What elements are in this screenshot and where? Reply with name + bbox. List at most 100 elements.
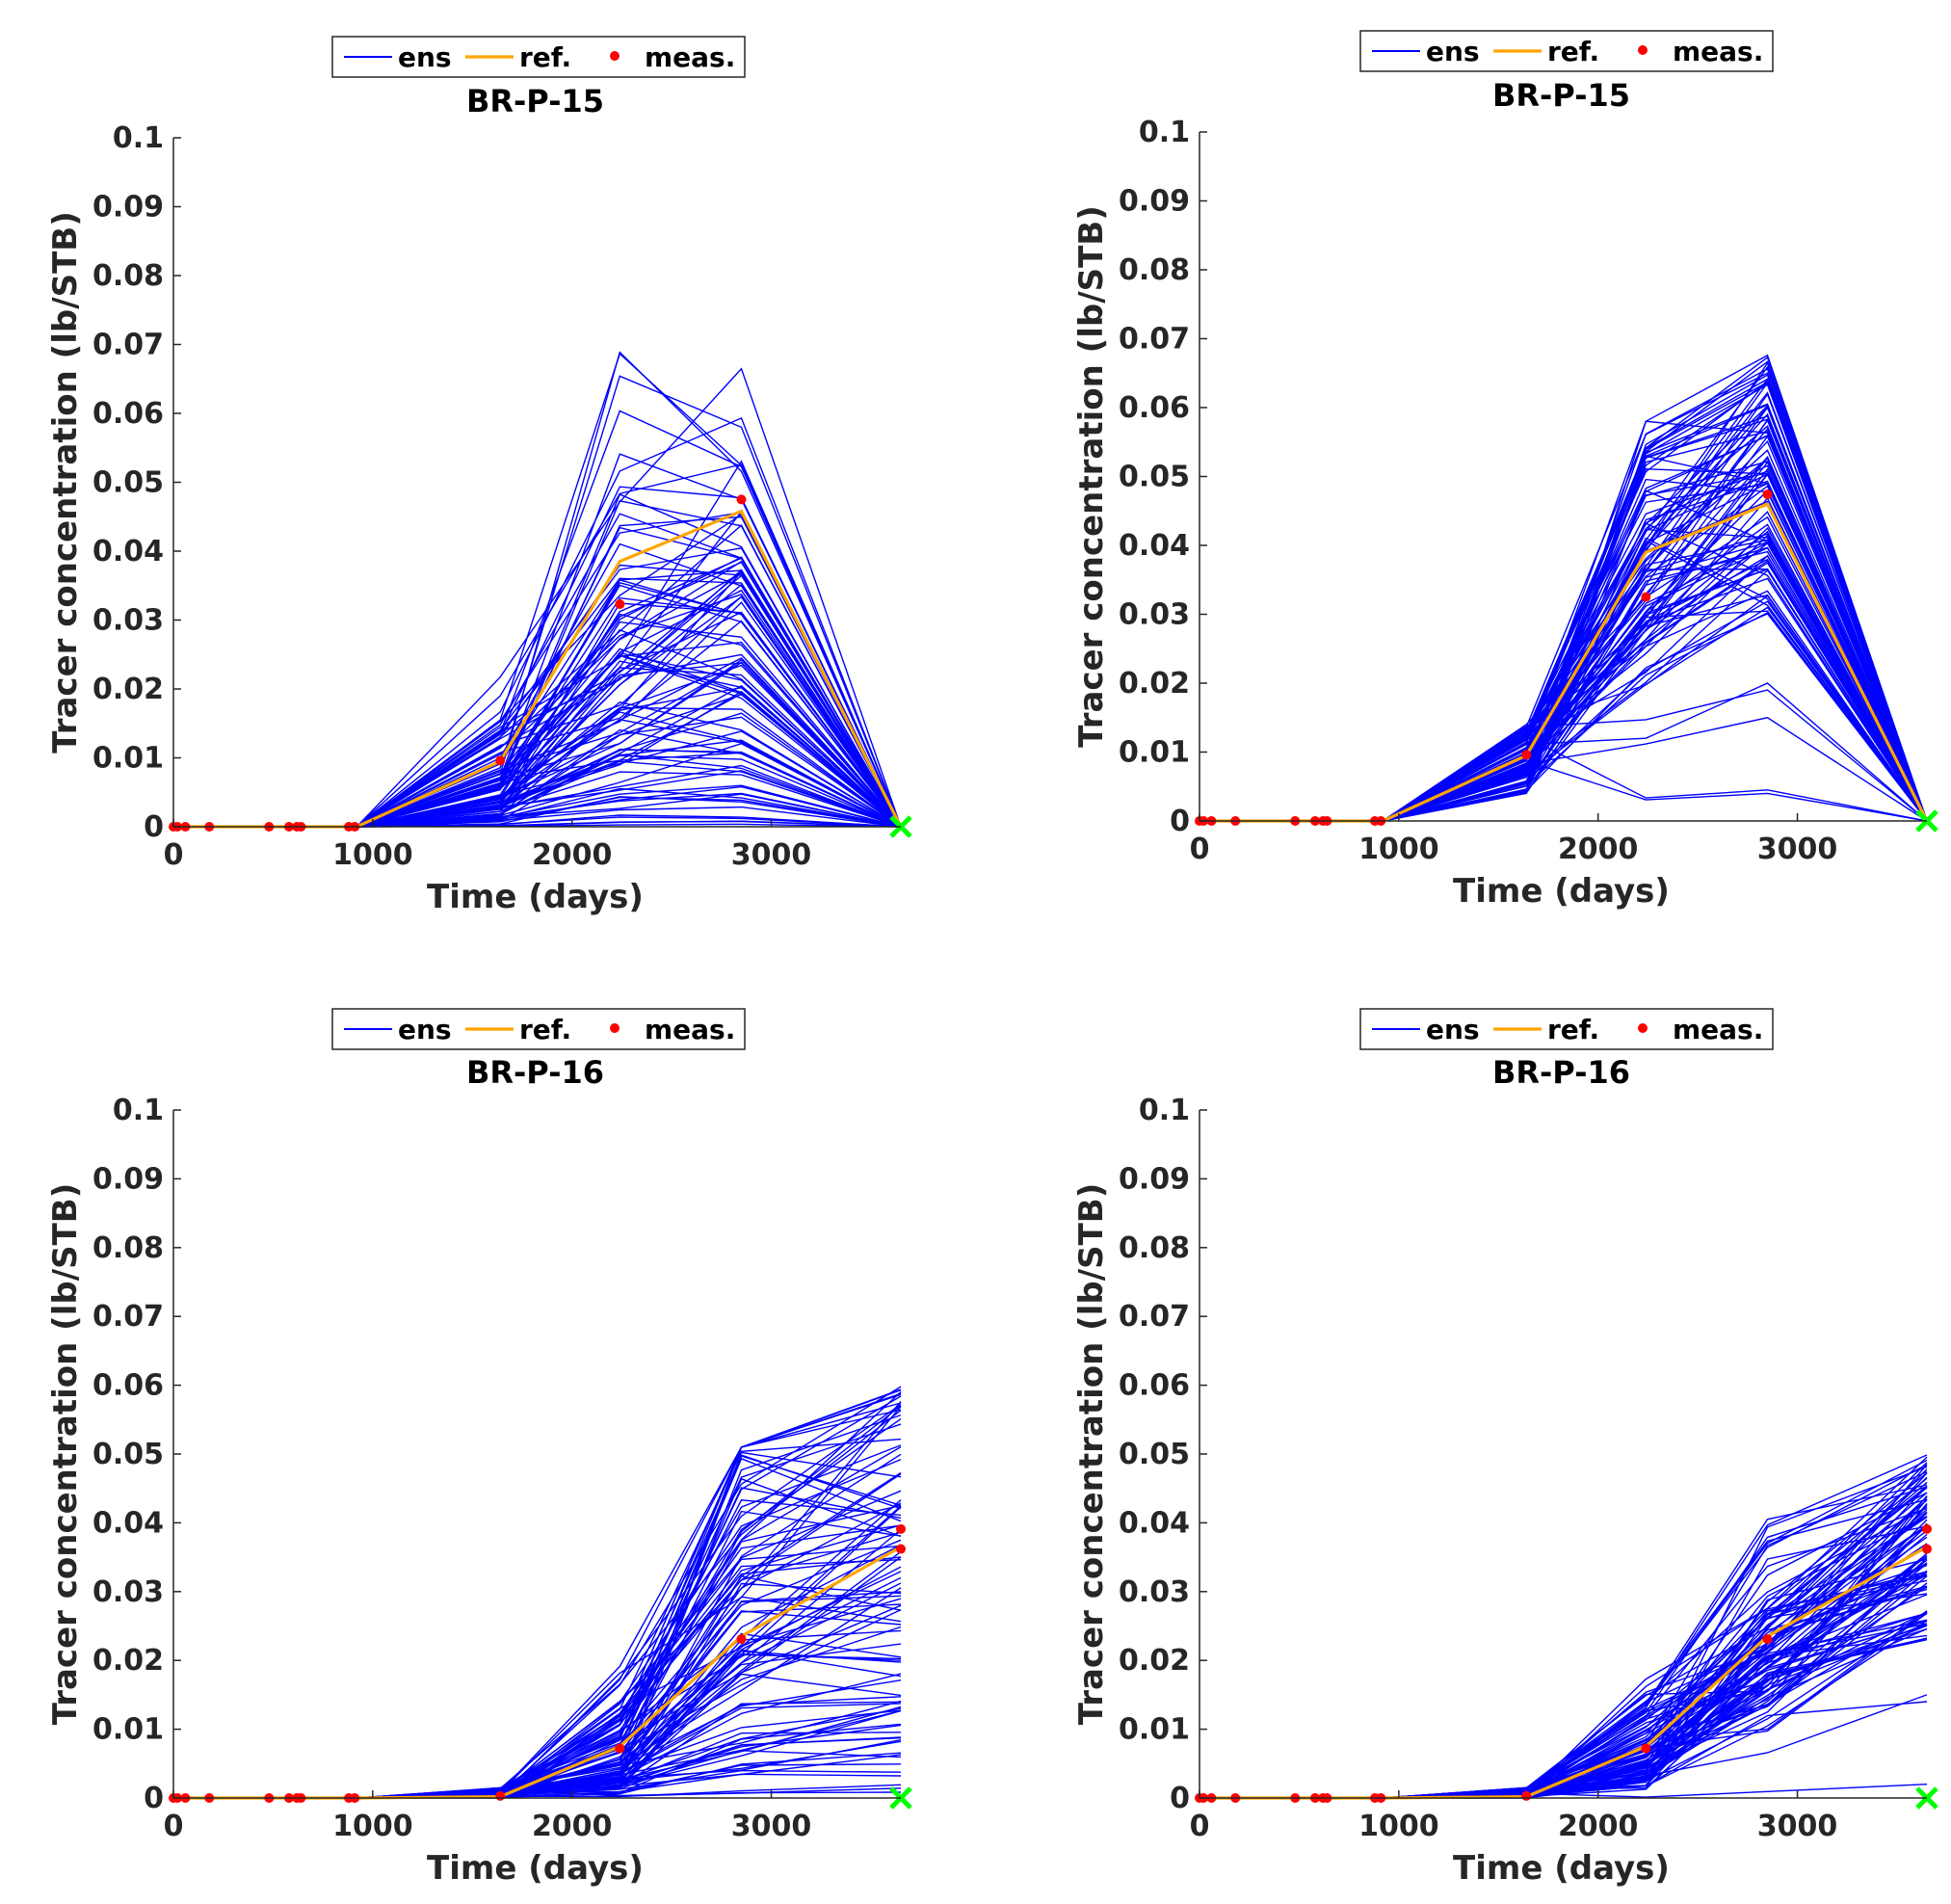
legend-ref-label: ref. <box>1547 1014 1599 1045</box>
legend-ref-label: ref. <box>519 1014 571 1045</box>
legend-ens-label: ens <box>398 1014 452 1045</box>
ensemble-line <box>1200 1512 1928 1799</box>
x-axis-label: Time (days) <box>427 1849 644 1888</box>
y-axis-label: Tracer concentration (lb/STB) <box>1072 205 1111 747</box>
measurement-point <box>1641 592 1651 602</box>
measurement-point <box>1922 1544 1932 1554</box>
x-tick-label: 3000 <box>1757 833 1838 866</box>
y-tick-label: 0.08 <box>92 259 164 293</box>
y-tick-label: 0.05 <box>1119 1438 1190 1471</box>
y-tick-label: 0.02 <box>92 673 164 706</box>
legend-meas-label: meas. <box>1673 1014 1763 1045</box>
y-tick-label: 0.1 <box>113 121 164 155</box>
y-tick-label: 0.05 <box>1119 461 1190 494</box>
y-tick-label: 0.07 <box>1119 1300 1190 1334</box>
y-tick-label: 0.01 <box>1119 1713 1190 1747</box>
ensemble-line <box>173 1457 902 1799</box>
y-tick-label: 0.06 <box>1119 1369 1190 1403</box>
measurement-point <box>736 494 747 505</box>
ensemble-line <box>173 1531 902 1799</box>
x-tick-label: 2000 <box>532 838 613 872</box>
ensemble-lines <box>1200 354 1928 822</box>
y-tick-label: 0.04 <box>92 1506 164 1540</box>
x-tick-label: 3000 <box>1757 1810 1838 1843</box>
y-tick-label: 0.07 <box>92 1300 164 1334</box>
chart-panel-4: 0 0.01 0.02 0.03 0.04 0.05 0.06 0.07 0.08 0.09 0.1… <box>1072 1008 1938 1888</box>
y-tick-label: 0.09 <box>92 1162 164 1196</box>
y-tick-label: 0.01 <box>92 1713 164 1747</box>
measurement-point <box>615 1743 625 1754</box>
y-tick-label: 0.02 <box>1119 1644 1190 1678</box>
y-axis-label: Tracer concentration (lb/STB) <box>46 211 85 753</box>
x-axis-label: Time (days) <box>427 878 644 916</box>
ensemble-line <box>1200 1498 1928 1799</box>
chart-title: BR-P-15 <box>466 83 604 119</box>
measurement-point <box>736 1634 747 1645</box>
y-tick-label: 0.04 <box>1119 1506 1190 1540</box>
y-tick-label: 0.06 <box>1119 391 1190 425</box>
y-tick-label: 0.05 <box>92 466 164 500</box>
chart-title: BR-P-16 <box>466 1054 604 1091</box>
legend-ref-label: ref. <box>519 41 571 73</box>
y-tick-label: 0 <box>1170 1782 1190 1815</box>
y-tick-label: 0.07 <box>92 329 164 362</box>
legend-box <box>331 36 746 78</box>
ensemble-lines <box>173 351 902 828</box>
y-tick-label: 0.1 <box>1139 116 1190 149</box>
legend-meas-swatch <box>610 1023 620 1033</box>
x-tick-label: 0 <box>164 838 184 872</box>
chart-panel-1: 0 0.01 0.02 0.03 0.04 0.05 0.06 0.07 0.08 0.09 0.1… <box>46 36 912 916</box>
y-tick-label: 0.1 <box>1139 1094 1190 1127</box>
x-tick-label: 1000 <box>1358 1810 1439 1843</box>
legend-box <box>1359 30 1774 72</box>
y-tick-label: 0.01 <box>92 742 164 776</box>
legend: ens ref. meas. <box>331 36 746 78</box>
y-tick-label: 0 <box>144 1782 164 1815</box>
y-tick-label: 0.09 <box>1119 1162 1190 1196</box>
x-tick-label: 2000 <box>532 1810 613 1843</box>
x-tick-label: 0 <box>164 1810 184 1843</box>
y-tick-label: 0.08 <box>92 1231 164 1265</box>
ensemble-line <box>173 1528 902 1799</box>
ensemble-line <box>1200 374 1928 822</box>
legend: ens ref. meas. <box>1359 30 1774 72</box>
measurement-point <box>1762 1634 1773 1645</box>
y-tick-label: 0.04 <box>1119 529 1190 563</box>
ensemble-line <box>173 1386 902 1799</box>
x-tick-label: 1000 <box>332 1810 413 1843</box>
measurement-point <box>1521 750 1532 760</box>
y-tick-label: 0.07 <box>1119 323 1190 357</box>
legend-meas-swatch <box>610 51 620 61</box>
y-tick-label: 0.05 <box>92 1438 164 1471</box>
ensemble-lines <box>1200 1454 1928 1799</box>
y-tick-label: 0.03 <box>92 1575 164 1609</box>
measurement-point <box>1641 1743 1651 1754</box>
x-axis-label: Time (days) <box>1453 872 1670 911</box>
x-tick-label: 3000 <box>731 1810 812 1843</box>
legend-ens-label: ens <box>1426 36 1480 67</box>
y-tick-label: 0.03 <box>92 604 164 638</box>
measurement-point <box>615 599 625 610</box>
ensemble-line <box>173 1477 902 1799</box>
y-tick-label: 0.06 <box>92 1369 164 1403</box>
ensemble-line <box>173 1453 902 1799</box>
legend-box <box>1359 1008 1774 1050</box>
legend-box <box>331 1008 746 1050</box>
chart-panel-3: 0 0.01 0.02 0.03 0.04 0.05 0.06 0.07 0.08 0.09 0.1… <box>46 1008 912 1888</box>
chart-title: BR-P-16 <box>1492 1054 1630 1091</box>
ensemble-line <box>1200 1499 1928 1799</box>
measurement-point <box>495 755 506 766</box>
legend: ens ref. meas. <box>331 1008 746 1050</box>
legend-meas-swatch <box>1638 1023 1648 1033</box>
x-tick-label: 0 <box>1190 833 1210 866</box>
ensemble-line <box>1200 735 1928 822</box>
ensemble-line <box>173 1454 902 1799</box>
y-tick-label: 0.1 <box>113 1094 164 1127</box>
y-tick-label: 0.01 <box>1119 736 1190 770</box>
y-tick-label: 0.06 <box>92 397 164 431</box>
y-tick-label: 0.04 <box>92 535 164 569</box>
measurement-point <box>896 1523 906 1534</box>
ensemble-line <box>1200 1492 1928 1799</box>
x-tick-label: 3000 <box>731 838 812 872</box>
